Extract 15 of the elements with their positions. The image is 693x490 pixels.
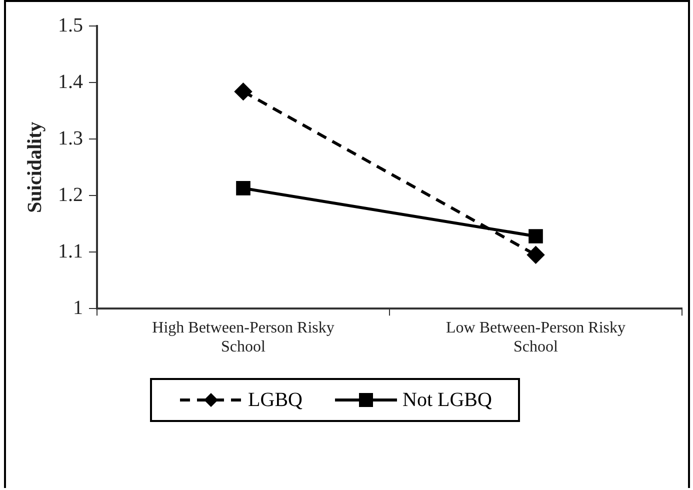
point <box>234 83 252 100</box>
point <box>527 246 544 264</box>
point <box>236 181 250 196</box>
y-tick-label: 1.1 <box>58 240 83 262</box>
y-tick-label: 1 <box>73 296 83 319</box>
point <box>528 229 543 244</box>
y-tick-label: 1.3 <box>58 127 83 150</box>
y-tick-label: 1.2 <box>58 184 83 206</box>
y-tick-label: 1.4 <box>58 70 83 93</box>
x-tick-label: Low Between-Person Risky School <box>446 319 626 356</box>
x-tick-label: High Between-Person Risky School <box>152 319 334 356</box>
legend-label: LGBQ <box>248 388 302 412</box>
y-axis-title: Suicidality <box>24 122 46 213</box>
legend-label: Not LGBQ <box>402 388 492 412</box>
y-tick-label: 1.5 <box>58 14 83 36</box>
